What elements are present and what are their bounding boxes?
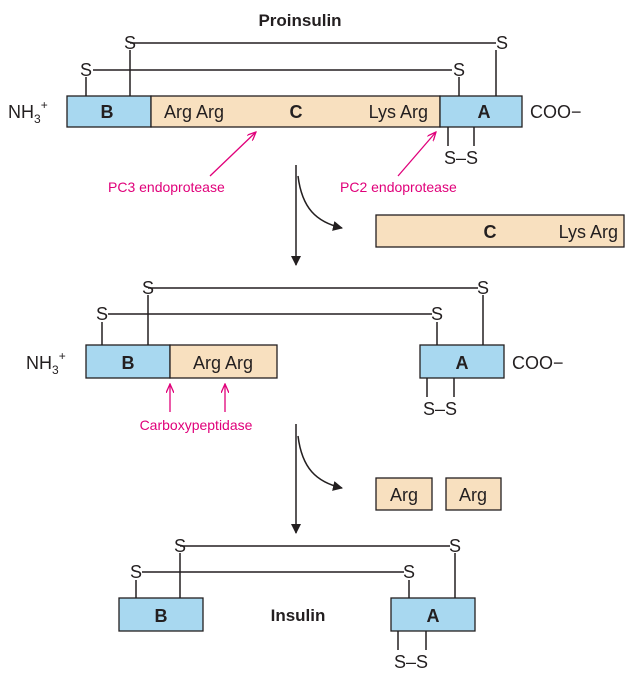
sulfur-label: S	[80, 60, 92, 80]
chain-b-box	[118, 597, 204, 632]
pc2-arrow	[397, 132, 436, 177]
chain-b-label: B	[101, 102, 114, 122]
chain-a-box	[419, 344, 505, 379]
disulfide-label: S–S	[423, 399, 457, 419]
released-lys-arg-label: Lys Arg	[559, 222, 618, 242]
sulfur-label: S	[124, 33, 136, 53]
n-terminus: NH3+	[26, 349, 66, 377]
chain-b-label: B	[155, 606, 168, 626]
sulfur-label: S	[449, 536, 461, 556]
c-terminus: COO−	[530, 102, 582, 122]
released-arg-label: Arg	[390, 485, 418, 505]
chain-a-label: A	[478, 102, 491, 122]
disulfide-bridges-2	[101, 287, 484, 345]
cleavage-arrow-2	[291, 424, 343, 534]
sulfur-label: S	[96, 304, 108, 324]
stage-intermediate: S S S S B Arg Arg A NH3+ COO− S–S Carbox…	[26, 278, 564, 433]
disulfide-label: S–S	[444, 148, 478, 168]
sulfur-label: S	[130, 562, 142, 582]
disulfide-label: S–S	[394, 652, 428, 672]
pc3-arrow	[209, 132, 256, 177]
a-chain-internal-disulfide	[426, 378, 455, 397]
released-c-label: C	[484, 222, 497, 242]
a-chain-internal-disulfide	[447, 127, 475, 146]
chain-a-box	[390, 597, 476, 632]
released-arg-box	[375, 477, 433, 511]
lys-arg-label: Lys Arg	[369, 102, 428, 122]
carboxypeptidase-label: Carboxypeptidase	[140, 417, 253, 433]
chain-c-label: C	[290, 102, 303, 122]
disulfide-bridges-3	[135, 545, 456, 598]
stage-insulin: S S S S B A Insulin S–S	[118, 536, 476, 672]
c-terminus: COO−	[512, 353, 564, 373]
chain-a-box	[439, 95, 523, 128]
sulfur-label: S	[403, 562, 415, 582]
insulin-label: Insulin	[271, 606, 326, 625]
chain-a-label: A	[427, 606, 440, 626]
a-chain-internal-disulfide	[397, 631, 427, 650]
chain-a-label: A	[456, 353, 469, 373]
proinsulin-title: Proinsulin	[258, 11, 341, 30]
arg-arg-label: Arg Arg	[164, 102, 224, 122]
chain-b-box	[85, 344, 171, 379]
cleavage-arrow-1	[291, 165, 343, 266]
chain-b-box	[66, 95, 152, 128]
released-c-peptide-box	[375, 214, 625, 248]
arg-arg-label: Arg Arg	[193, 353, 253, 373]
sulfur-label: S	[496, 33, 508, 53]
released-arg-box	[445, 477, 502, 511]
sulfur-label: S	[477, 278, 489, 298]
sulfur-label: S	[174, 536, 186, 556]
n-terminus: NH3+	[8, 98, 48, 126]
pc3-endoprotease-label: PC3 endoprotease	[108, 179, 225, 195]
sulfur-label: S	[142, 278, 154, 298]
pc2-endoprotease-label: PC2 endoprotease	[340, 179, 457, 195]
sulfur-label: S	[431, 304, 443, 324]
chain-b-label: B	[122, 353, 135, 373]
disulfide-bridges-1	[85, 42, 497, 96]
stage-proinsulin: Proinsulin S S S S B Arg Arg C Lys Arg A…	[8, 11, 582, 195]
released-arg-label: Arg	[459, 485, 487, 505]
arg-arg-box	[169, 344, 278, 379]
sulfur-label: S	[453, 60, 465, 80]
